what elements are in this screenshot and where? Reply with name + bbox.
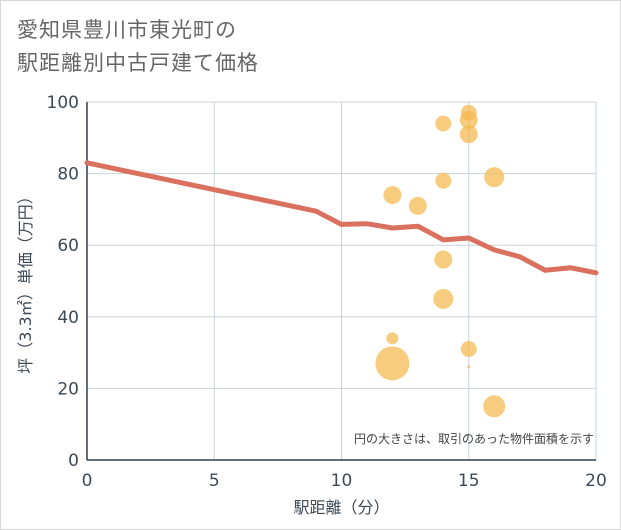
- x-tick-label: 0: [82, 471, 93, 491]
- average-price-line: [84, 160, 599, 276]
- bubble-point: [460, 341, 477, 358]
- bubble-point: [386, 332, 399, 345]
- y-tick-label: 20: [57, 379, 79, 399]
- x-tick-label: 10: [331, 471, 353, 491]
- y-tick-label: 60: [57, 236, 79, 256]
- x-tick-label: 20: [585, 471, 607, 491]
- title-line-2: 駅距離別中古戸建て価格: [17, 51, 259, 75]
- bubble-point: [375, 346, 410, 381]
- bubble-point: [408, 196, 427, 215]
- bubble-point: [383, 186, 402, 205]
- bubble-point: [467, 365, 471, 369]
- y-tick-label: 80: [57, 165, 79, 185]
- bubble-point: [435, 172, 452, 189]
- y-tick-label: 100: [47, 93, 79, 113]
- y-tick-label: 40: [57, 308, 79, 328]
- bubble-size-note: 円の大きさは、取引のあった物件面積を示す: [354, 431, 594, 446]
- bubble-point: [433, 288, 454, 309]
- x-tick-label: 5: [209, 471, 220, 491]
- bubble-point: [459, 125, 478, 144]
- y-axis-title: 坪（3.3㎡）単価（万円）: [16, 188, 35, 373]
- chart-title: 愛知県豊川市東光町の 駅距離別中古戸建て価格: [17, 14, 259, 80]
- bubble-point: [483, 395, 506, 418]
- bubble-point: [484, 167, 505, 188]
- bubble-point: [434, 250, 453, 269]
- bubble-point: [460, 104, 477, 121]
- bubble-point: [435, 115, 452, 132]
- x-tick-label: 15: [458, 471, 480, 491]
- x-axis-title: 駅距離（分）: [293, 498, 389, 517]
- y-tick-label: 0: [68, 451, 79, 471]
- title-line-1: 愛知県豊川市東光町の: [17, 18, 237, 42]
